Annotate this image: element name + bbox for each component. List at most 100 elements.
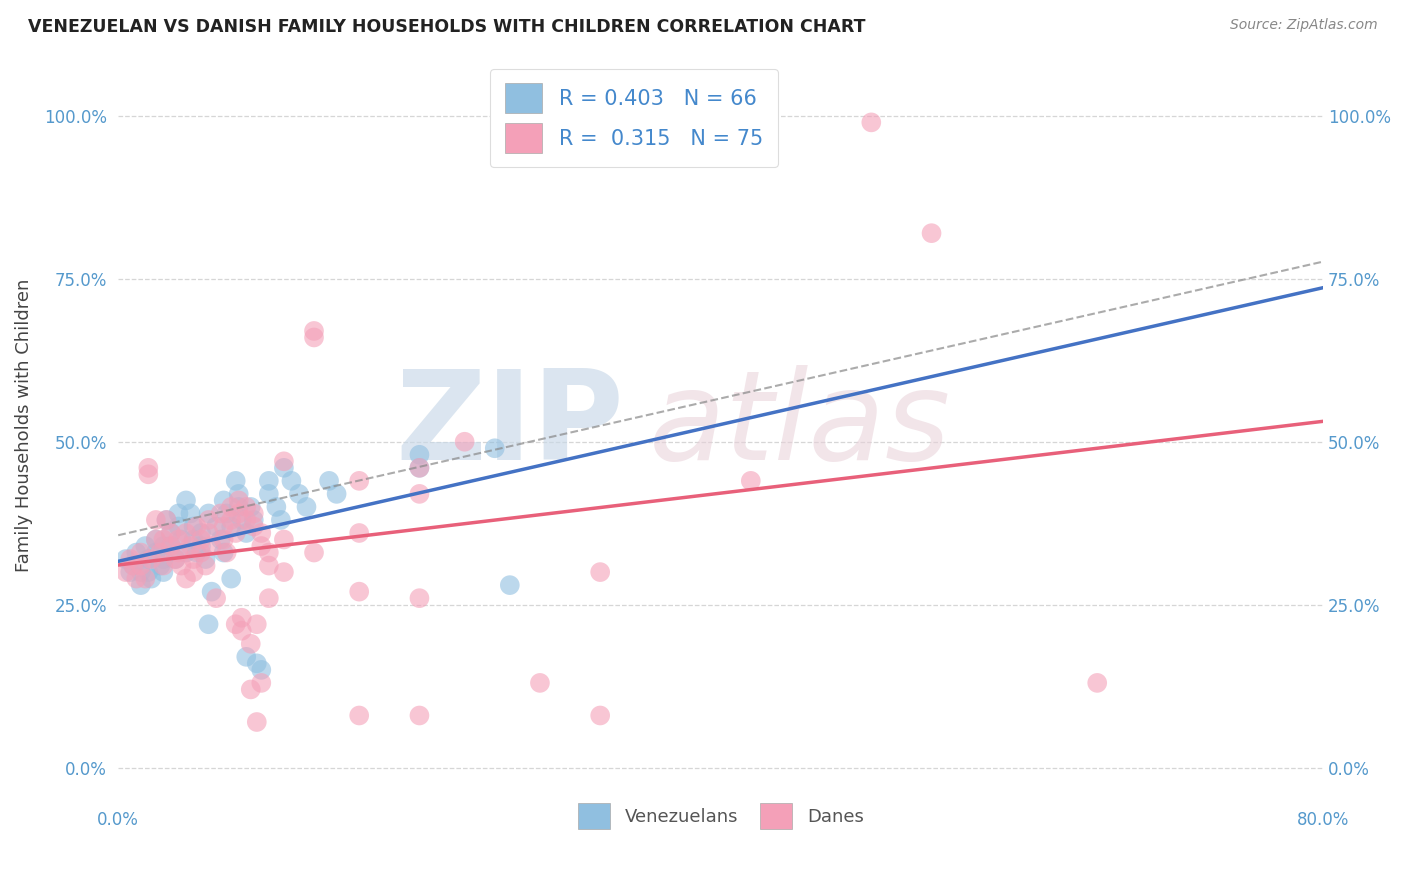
Text: Source: ZipAtlas.com: Source: ZipAtlas.com xyxy=(1230,18,1378,32)
Point xyxy=(160,539,183,553)
Point xyxy=(408,460,430,475)
Point xyxy=(325,487,347,501)
Point xyxy=(219,519,242,533)
Point xyxy=(347,708,370,723)
Point xyxy=(242,507,264,521)
Point xyxy=(205,519,228,533)
Point xyxy=(145,533,167,547)
Point xyxy=(219,513,242,527)
Point xyxy=(129,578,152,592)
Point xyxy=(205,591,228,606)
Point xyxy=(209,533,232,547)
Point xyxy=(197,513,219,527)
Point xyxy=(122,558,145,573)
Point xyxy=(347,474,370,488)
Point xyxy=(302,330,325,344)
Point xyxy=(250,676,273,690)
Point xyxy=(273,565,295,579)
Point xyxy=(242,519,264,533)
Point xyxy=(167,545,190,559)
Point xyxy=(408,708,430,723)
Point xyxy=(228,493,250,508)
Point xyxy=(235,526,257,541)
Point xyxy=(529,676,551,690)
Point xyxy=(408,448,430,462)
Point xyxy=(165,552,187,566)
Point xyxy=(589,708,612,723)
Point xyxy=(212,533,235,547)
Point xyxy=(225,474,247,488)
Point xyxy=(190,526,212,541)
Point xyxy=(149,558,172,573)
Point xyxy=(160,526,183,541)
Point xyxy=(160,539,183,553)
Point xyxy=(165,552,187,566)
Point xyxy=(152,533,174,547)
Point xyxy=(138,552,160,566)
Point xyxy=(170,533,193,547)
Point xyxy=(155,513,177,527)
Legend: Venezuelans, Danes: Venezuelans, Danes xyxy=(571,797,870,836)
Point xyxy=(160,526,183,541)
Point xyxy=(239,500,262,514)
Point xyxy=(145,533,167,547)
Point xyxy=(138,467,160,482)
Point xyxy=(257,558,280,573)
Point xyxy=(129,558,152,573)
Point xyxy=(215,545,238,559)
Point xyxy=(231,611,253,625)
Point xyxy=(250,539,273,553)
Point xyxy=(408,591,430,606)
Point xyxy=(242,513,264,527)
Point xyxy=(141,552,163,566)
Point xyxy=(288,487,311,501)
Point xyxy=(190,545,212,559)
Point xyxy=(174,572,197,586)
Point xyxy=(921,226,943,240)
Point xyxy=(270,513,292,527)
Point xyxy=(484,442,506,456)
Point xyxy=(453,434,475,449)
Point xyxy=(194,552,217,566)
Point xyxy=(145,513,167,527)
Point xyxy=(280,474,302,488)
Point xyxy=(239,637,262,651)
Point xyxy=(152,565,174,579)
Point xyxy=(125,572,148,586)
Point xyxy=(228,487,250,501)
Y-axis label: Family Households with Children: Family Households with Children xyxy=(15,279,32,572)
Point xyxy=(246,657,269,671)
Point xyxy=(250,526,273,541)
Point xyxy=(170,558,193,573)
Point xyxy=(145,545,167,559)
Point xyxy=(273,460,295,475)
Point xyxy=(167,519,190,533)
Point xyxy=(231,513,253,527)
Point xyxy=(190,533,212,547)
Point xyxy=(120,565,142,579)
Point xyxy=(231,624,253,638)
Point xyxy=(134,572,156,586)
Point xyxy=(174,526,197,541)
Point xyxy=(225,526,247,541)
Point xyxy=(152,539,174,553)
Point xyxy=(235,513,257,527)
Point xyxy=(174,493,197,508)
Point xyxy=(201,584,224,599)
Point xyxy=(273,533,295,547)
Text: ZIP: ZIP xyxy=(395,365,624,486)
Point xyxy=(197,526,219,541)
Point xyxy=(408,460,430,475)
Point xyxy=(141,572,163,586)
Point xyxy=(190,539,212,553)
Point xyxy=(499,578,522,592)
Point xyxy=(114,552,136,566)
Point xyxy=(183,533,205,547)
Text: VENEZUELAN VS DANISH FAMILY HOUSEHOLDS WITH CHILDREN CORRELATION CHART: VENEZUELAN VS DANISH FAMILY HOUSEHOLDS W… xyxy=(28,18,866,36)
Point xyxy=(209,507,232,521)
Point xyxy=(197,507,219,521)
Point xyxy=(235,500,257,514)
Point xyxy=(273,454,295,468)
Point xyxy=(740,474,762,488)
Point xyxy=(114,565,136,579)
